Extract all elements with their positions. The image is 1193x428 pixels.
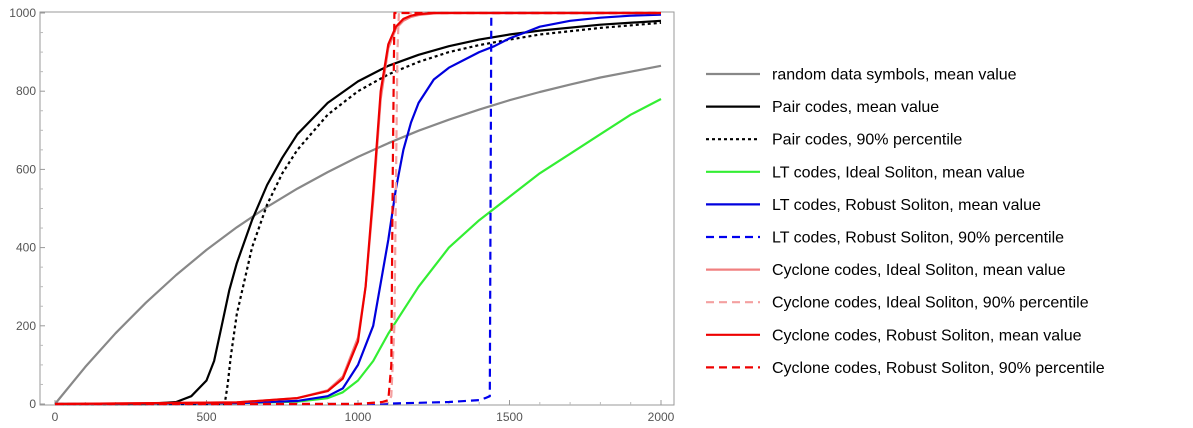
series-line-6: [55, 11, 661, 406]
legend-label-6: LT codes, Robust Soliton, 90% percentile: [772, 230, 1064, 247]
x-tick-label: 0: [52, 410, 59, 424]
series-line-8: [55, 11, 661, 406]
y-tick-label: 200: [16, 319, 36, 333]
legend-label-7: Cyclone codes, Ideal Soliton, mean value: [772, 262, 1066, 279]
legend-label-2: Pair codes, mean value: [772, 99, 939, 116]
series-line-10: [55, 11, 661, 406]
y-tick-label: 400: [16, 241, 36, 255]
series-line-4: [54, 98, 662, 406]
y-tick-label: 600: [16, 162, 36, 176]
plot-area: 0 200 400 600 800 1000 0 500 1000 1500 2000: [9, 6, 674, 424]
legend-label-10: Cyclone codes, Robust Soliton, 90% perce…: [772, 360, 1105, 377]
legend-label-9: Cyclone codes, Robust Soliton, mean valu…: [772, 327, 1082, 344]
series-line-1: [54, 64, 662, 405]
legend: random data symbols, mean value Pair code…: [706, 67, 1105, 377]
legend-label-1: random data symbols, mean value: [772, 67, 1017, 84]
legend-label-8: Cyclone codes, Ideal Soliton, 90% percen…: [772, 295, 1089, 312]
y-tick-label: 0: [29, 397, 36, 411]
x-tick-label: 500: [196, 410, 216, 424]
legend-label-3: Pair codes, 90% percentile: [772, 132, 962, 149]
y-tick-label: 800: [16, 84, 36, 98]
legend-label-5: LT codes, Robust Soliton, mean value: [772, 197, 1041, 214]
y-tick-label: 1000: [9, 6, 36, 20]
x-tick-label: 1500: [496, 410, 523, 424]
x-tick-label: 1000: [345, 410, 372, 424]
x-tick-label: 2000: [648, 410, 675, 424]
series-line-7: [54, 11, 661, 406]
series-line-2: [55, 19, 662, 406]
legend-label-4: LT codes, Ideal Soliton, mean value: [772, 164, 1025, 181]
series-line-3: [55, 21, 662, 406]
y-axis-ticks: 0 200 400 600 800 1000: [9, 6, 45, 411]
series-line-5: [54, 13, 662, 406]
series-lines: [54, 11, 662, 406]
series-line-9: [54, 11, 661, 406]
